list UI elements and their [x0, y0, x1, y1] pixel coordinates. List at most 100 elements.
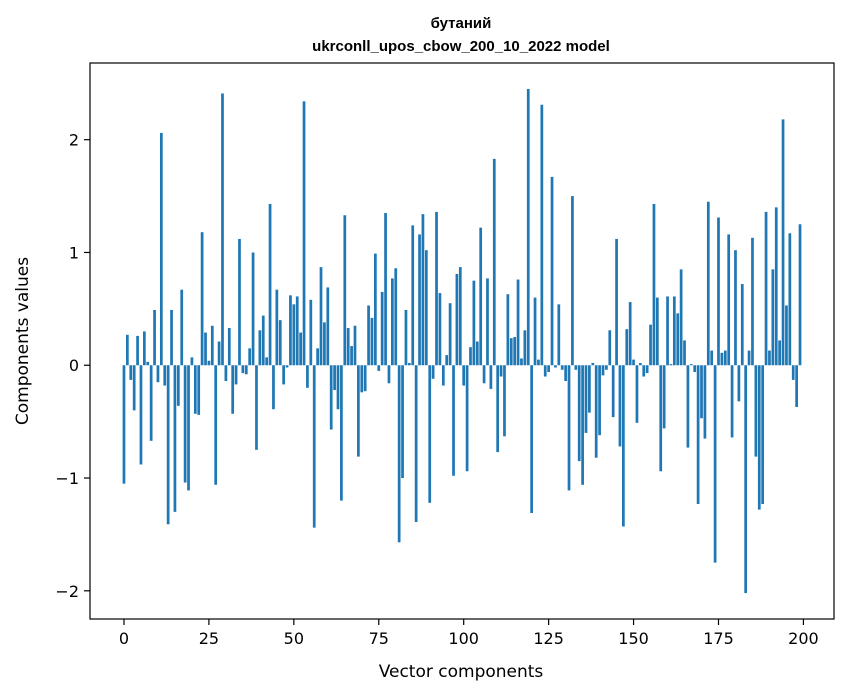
bar-37 — [248, 348, 252, 366]
bar-30 — [224, 365, 228, 382]
bar-85 — [411, 225, 415, 366]
bar-39 — [255, 365, 258, 450]
bar-190 — [768, 350, 771, 366]
bar-148 — [625, 329, 629, 366]
bar-199 — [798, 224, 802, 366]
x-tick-label-150: 150 — [618, 629, 649, 648]
bar-115 — [513, 337, 517, 366]
bar-188 — [761, 365, 765, 504]
bar-181 — [737, 365, 741, 402]
bar-122 — [537, 359, 540, 366]
y-tick-label-2: 2 — [69, 131, 79, 150]
bar-196 — [788, 233, 792, 366]
bar-142 — [605, 365, 608, 370]
bar-103 — [472, 280, 476, 366]
bar-91 — [431, 365, 435, 379]
bar-50 — [292, 304, 296, 366]
bar-14 — [170, 309, 173, 366]
bar-92 — [435, 211, 438, 366]
bar-158 — [659, 365, 663, 472]
x-tick-label-125: 125 — [533, 629, 564, 648]
bar-22 — [197, 365, 201, 415]
bar-192 — [774, 207, 778, 366]
bar-171 — [703, 365, 707, 439]
bar-1 — [126, 334, 129, 366]
bar-161 — [669, 364, 673, 366]
bar-89 — [424, 250, 428, 366]
bar-134 — [577, 365, 581, 462]
bar-78 — [387, 365, 391, 384]
bar-series — [122, 88, 802, 594]
bar-87 — [418, 234, 421, 366]
bar-6 — [143, 331, 146, 366]
bar-5 — [139, 365, 143, 465]
bar-135 — [581, 365, 584, 485]
y-axis-label: Components values — [13, 257, 33, 425]
bar-194 — [781, 119, 785, 366]
bar-177 — [723, 350, 727, 366]
bar-120 — [530, 365, 533, 513]
bar-34 — [238, 238, 241, 366]
bar-3 — [132, 365, 136, 411]
bar-67 — [350, 346, 353, 366]
bar-95 — [445, 355, 449, 366]
bar-164 — [679, 269, 683, 366]
x-tick-label-25: 25 — [199, 629, 219, 648]
bar-184 — [747, 350, 751, 366]
y-tick-label--1: −1 — [55, 469, 79, 488]
bar-155 — [649, 324, 652, 366]
bar-121 — [533, 297, 537, 366]
bar-19 — [187, 365, 190, 491]
bar-2 — [129, 365, 133, 380]
bar-132 — [571, 196, 574, 366]
bar-173 — [710, 350, 714, 366]
bar-146 — [618, 365, 622, 447]
x-tick-label-100: 100 — [448, 629, 479, 648]
bar-75 — [377, 365, 381, 371]
bar-162 — [672, 296, 676, 366]
bar-29 — [221, 93, 224, 366]
bar-26 — [210, 325, 214, 366]
bar-102 — [469, 347, 472, 366]
bar-143 — [608, 330, 612, 366]
bar-133 — [574, 365, 578, 370]
bar-28 — [217, 341, 221, 366]
bar-18 — [183, 365, 187, 483]
bar-4 — [136, 335, 139, 366]
y-tick-label--2: −2 — [55, 582, 79, 601]
bar-74 — [374, 253, 377, 366]
bar-56 — [312, 365, 316, 528]
bar-183 — [744, 365, 748, 594]
bar-83 — [404, 309, 408, 366]
bar-149 — [628, 302, 632, 366]
bar-99 — [458, 267, 462, 366]
y-tick-label-0: 0 — [69, 356, 79, 375]
bar-116 — [516, 279, 520, 366]
bar-131 — [567, 365, 571, 491]
bar-126 — [550, 176, 554, 366]
bar-88 — [421, 214, 425, 366]
bar-81 — [397, 365, 401, 543]
bar-25 — [207, 360, 211, 366]
bar-35 — [241, 365, 245, 374]
x-tick-label-75: 75 — [369, 629, 389, 648]
bar-186 — [754, 365, 758, 457]
bar-174 — [713, 365, 717, 563]
bar-97 — [452, 365, 455, 476]
bar-145 — [615, 238, 618, 366]
bar-156 — [652, 203, 656, 366]
bar-44 — [272, 365, 275, 410]
bar-38 — [251, 252, 255, 366]
bar-51 — [295, 296, 299, 366]
bar-52 — [299, 332, 302, 366]
bar-165 — [683, 340, 686, 366]
bar-168 — [693, 365, 697, 373]
bar-151 — [635, 365, 639, 423]
bar-15 — [173, 365, 177, 512]
bar-141 — [601, 365, 605, 376]
bar-113 — [506, 294, 510, 366]
bar-111 — [499, 365, 503, 377]
bar-84 — [407, 362, 411, 366]
bar-106 — [482, 365, 486, 384]
